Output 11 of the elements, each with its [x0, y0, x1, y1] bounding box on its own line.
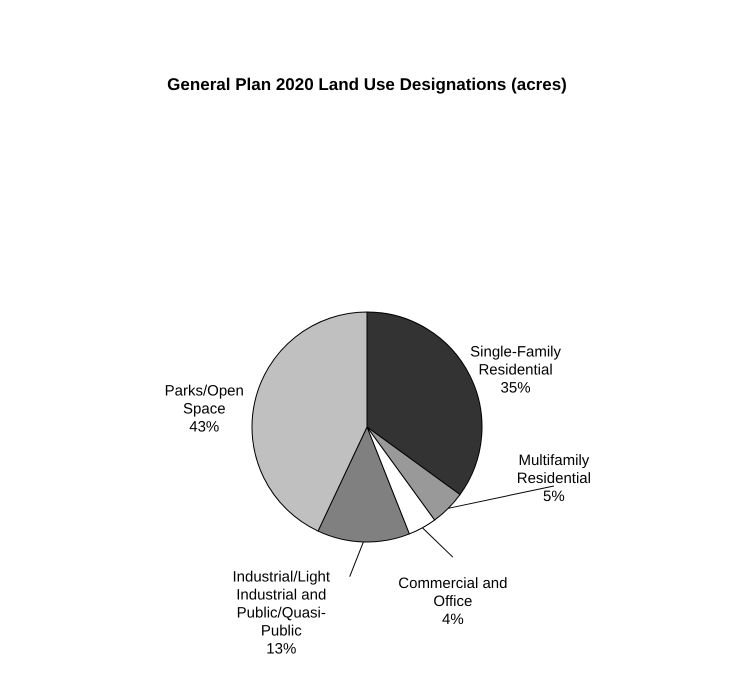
data-label: 43% — [189, 418, 220, 436]
slice-label: Single-Family Residential — [470, 343, 562, 378]
data-label: 35% — [500, 379, 531, 396]
slice-label: Industrial/Light Industrial and Public/Quasi-Public — [232, 568, 331, 640]
data-label: 4% — [442, 611, 464, 628]
chart-title: General Plan 2020 Land Use Designations (acres) — [167, 75, 567, 94]
data-label: 5% — [543, 488, 565, 505]
slice-label: Parks/Open Space — [164, 382, 244, 418]
slice-label: Commercial and Office — [398, 575, 508, 610]
data-label: 13% — [266, 640, 296, 658]
slice-label: Multifamily Residential — [516, 452, 591, 487]
